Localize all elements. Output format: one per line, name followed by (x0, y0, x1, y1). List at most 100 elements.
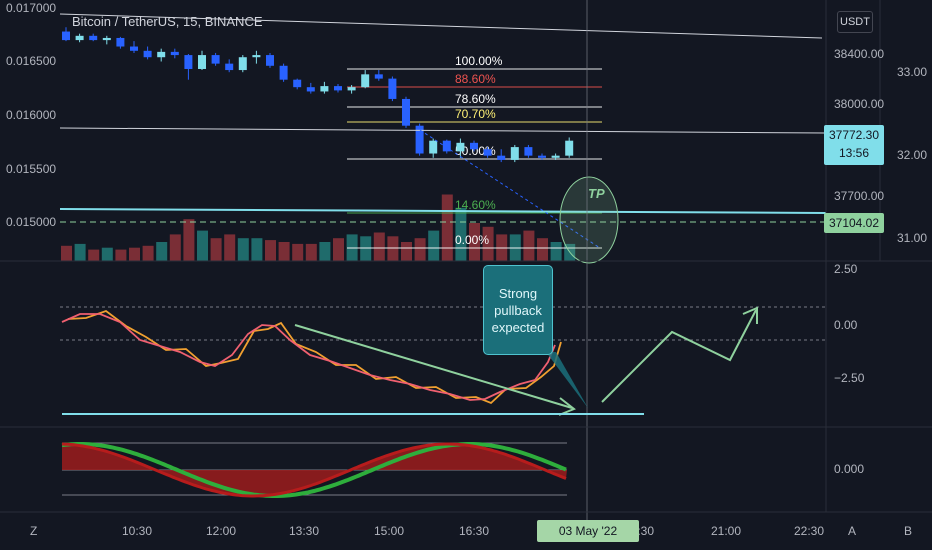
currency-button[interactable]: USDT (837, 11, 873, 33)
last-price-value: 37772.30 (828, 128, 880, 142)
volume-bar (183, 219, 195, 261)
candle-body (551, 155, 560, 158)
wave-panel (61, 442, 567, 498)
candle-body (157, 51, 166, 58)
candle-body (374, 74, 383, 79)
candle-body (62, 31, 70, 41)
candle-body (456, 142, 465, 152)
candle-body (483, 149, 492, 156)
candle-body (143, 50, 152, 58)
candle-body (238, 57, 247, 71)
candle-body (538, 155, 546, 158)
candle-body (116, 37, 125, 47)
volume-bar (360, 236, 372, 261)
fib-label: 88.60% (455, 72, 496, 86)
time-axis-tick: 22:30 (794, 524, 824, 538)
candle-body (102, 37, 111, 41)
candle-body (402, 98, 410, 126)
auto-scale-letter: A (848, 524, 856, 538)
price-axis-tick: 37700.00 (834, 189, 884, 203)
fib-label: 70.70% (455, 107, 496, 121)
projection-path (601, 309, 757, 403)
volume-bar (142, 245, 154, 261)
secondary-axis-tick: 31.00 (897, 231, 927, 245)
fib-label: 0.00% (455, 233, 489, 247)
time-axis-tick: 10:30 (122, 524, 152, 538)
fib-label: 14.60% (455, 198, 496, 212)
candle-body (184, 55, 193, 69)
osc-axis-tick: 0.00 (834, 318, 858, 332)
candle-countdown: 13:56 (838, 146, 870, 160)
pullback-note-text: Strong pullback expected (491, 285, 545, 335)
volume-bar (455, 207, 467, 261)
down-arrow-line (294, 324, 573, 409)
volume-bar (550, 242, 562, 261)
candle-body (198, 55, 206, 69)
volume-bar (441, 194, 453, 261)
secondary-axis-tick: 33.00 (897, 65, 927, 79)
volume-bar (278, 242, 290, 261)
candle-body (306, 87, 315, 92)
crosshair-date-tag: 03 May '22 (537, 520, 639, 542)
trend-line (59, 13, 823, 39)
time-axis-tick: 13:30 (289, 524, 319, 538)
last-price-tag: 37772.30 13:56 (824, 125, 884, 165)
candle-body (225, 63, 234, 71)
log-scale-letter: B (904, 524, 912, 538)
volume-bar (428, 230, 440, 261)
tp-zone (559, 176, 619, 264)
candle-body (89, 35, 98, 41)
support-line (59, 208, 827, 214)
overlay-lines (59, 0, 827, 520)
volume-bar (224, 234, 236, 261)
time-axis-tick: 15:00 (374, 524, 404, 538)
volume-bar (469, 223, 480, 261)
candle-body (320, 86, 329, 92)
candle-body (442, 140, 451, 152)
candle-body (470, 142, 478, 150)
candle-body (334, 86, 342, 91)
wave-axis-tick: 0.000 (834, 462, 864, 476)
volume-bar (251, 238, 263, 261)
zoom-letter: Z (30, 524, 37, 538)
volume-bar (101, 247, 113, 261)
candles (62, 27, 574, 163)
tp-label: TP (588, 186, 605, 201)
time-axis-tick: 12:00 (206, 524, 236, 538)
volume-bar (373, 232, 385, 261)
volume-bar (129, 247, 140, 261)
oscillator-panel (60, 306, 826, 416)
price-axis-tick: 38400.00 (834, 47, 884, 61)
secondary-axis-tick: 32.00 (897, 148, 927, 162)
volume-bar (401, 242, 412, 261)
candle-body (388, 78, 397, 99)
candle-body (170, 51, 179, 56)
horizontal-line (59, 127, 827, 134)
candle-body (361, 74, 370, 88)
candle-body (524, 147, 533, 156)
volume-bar (237, 238, 249, 261)
price-axis-tick: 38000.00 (834, 97, 884, 111)
wave-red (61, 442, 567, 498)
volume-bar (482, 226, 494, 261)
candle-body (252, 55, 261, 58)
fast-line (61, 313, 556, 401)
volume-bar (210, 238, 222, 261)
chart-title: Bitcoin / TetherUS, 15, BINANCE (72, 14, 263, 29)
left-axis-tick: 0.016500 (6, 54, 56, 68)
candle-body (497, 155, 506, 160)
candle-body (347, 87, 356, 91)
fib-label: 100.00% (455, 54, 503, 68)
candle-body (510, 147, 519, 160)
volume-bar (169, 234, 181, 261)
left-axis-tick: 0.015500 (6, 162, 56, 176)
volume-bar (387, 236, 399, 261)
candle-body (130, 46, 138, 51)
volume-bar (537, 238, 548, 261)
osc-axis-tick: 2.50 (834, 262, 858, 276)
time-axis-tick: 16:30 (459, 524, 489, 538)
volume-bar (319, 242, 331, 261)
note-pointer (546, 352, 588, 408)
candle-body (211, 55, 220, 64)
volume-bar (292, 243, 304, 261)
